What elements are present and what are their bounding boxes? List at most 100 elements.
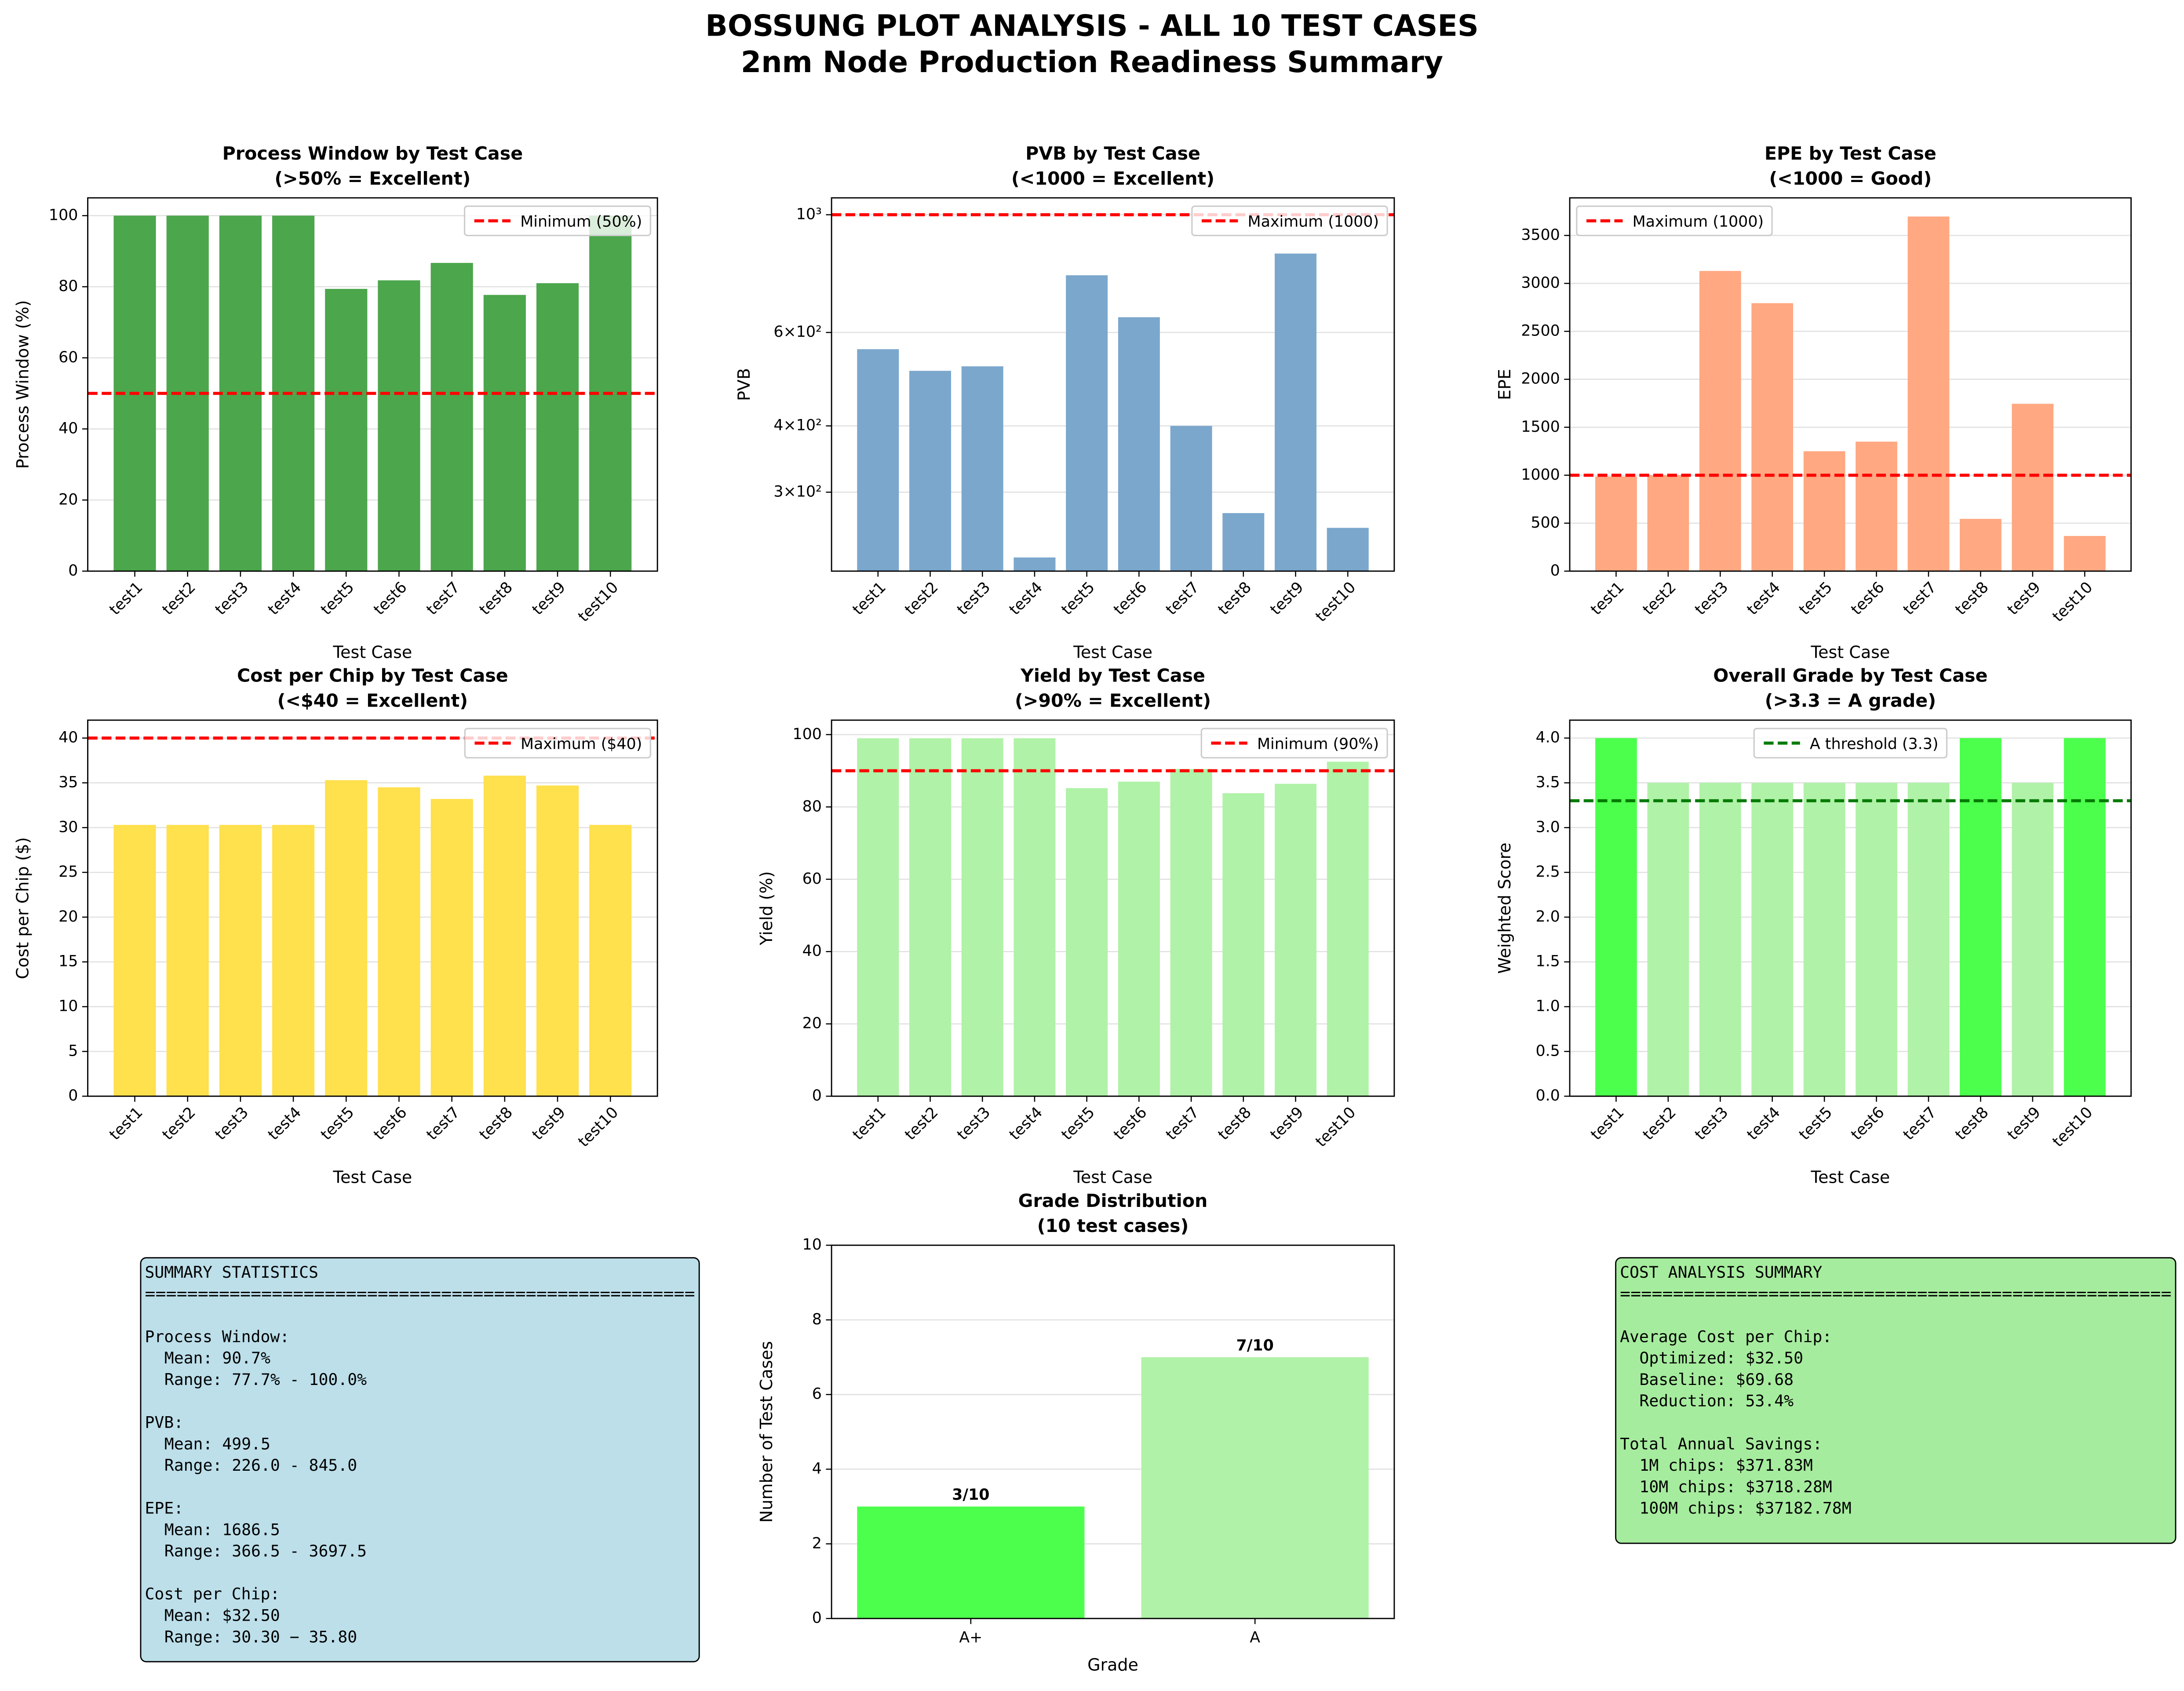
bar	[1647, 475, 1689, 571]
bar	[1066, 275, 1108, 571]
y-axis-label: Cost per Chip ($)	[13, 837, 32, 979]
bar	[1647, 783, 1689, 1097]
chart-subtitle: (<1000 = Excellent)	[1011, 168, 1214, 189]
y-tick-label: 3×10²	[773, 483, 822, 500]
bar	[1907, 783, 1950, 1097]
y-tick-label: 1.0	[1535, 998, 1560, 1015]
y-tick-label: 0	[1550, 562, 1560, 579]
x-axis-label: Test Case	[332, 1168, 412, 1187]
y-tick-label: 35	[58, 773, 78, 791]
bar	[2064, 536, 2106, 571]
y-tick-label: 10³	[796, 205, 822, 223]
panel-item: Optimized: $32.50	[1639, 1348, 1803, 1367]
bar	[430, 799, 473, 1097]
bar	[536, 785, 579, 1097]
y-axis-label: Yield (%)	[757, 871, 776, 945]
bar	[1141, 1357, 1369, 1619]
bar	[1275, 784, 1317, 1097]
bar	[1222, 793, 1265, 1097]
legend-label: Maximum (1000)	[1633, 213, 1764, 230]
panel-item: Reduction: 53.4%	[1639, 1392, 1794, 1410]
bar	[857, 738, 899, 1097]
y-tick-label: 0.5	[1535, 1042, 1560, 1060]
panel-title: COST ANALYSIS SUMMARY	[1620, 1263, 1822, 1282]
y-tick-label: 80	[58, 277, 78, 295]
y-tick-label: 100	[792, 725, 821, 743]
panel-rule: ========================================…	[145, 1284, 695, 1303]
bar	[1014, 738, 1056, 1097]
bar	[909, 738, 951, 1097]
bar	[1907, 216, 1950, 571]
y-tick-label: 6×10²	[773, 323, 822, 341]
y-tick-label: 20	[802, 1015, 822, 1032]
y-tick-label: 20	[58, 908, 78, 926]
legend-frame	[1576, 205, 1773, 237]
panel-item: Mean: 1686.5	[164, 1520, 280, 1539]
y-axis-label: Process Window (%)	[13, 300, 32, 469]
chart-title: EPE by Test Case	[1765, 143, 1936, 164]
x-axis-label: Grade	[1087, 1655, 1138, 1674]
y-tick-label: 3.0	[1535, 818, 1560, 836]
y-tick-label: 1.5	[1535, 953, 1560, 970]
figure-subtitle: 2nm Node Production Readiness Summary	[741, 45, 1443, 79]
panel-item: Mean: 499.5	[164, 1434, 270, 1453]
bar	[1118, 781, 1160, 1097]
y-tick-label: 60	[58, 349, 78, 366]
bar	[272, 215, 315, 571]
bar	[2064, 738, 2106, 1097]
legend: A threshold (3.3)	[1753, 728, 1948, 759]
y-tick-label: 6	[812, 1385, 822, 1403]
panel-heading: Process Window:	[145, 1327, 289, 1346]
bar	[1595, 476, 1637, 571]
bar	[1856, 783, 1897, 1097]
panel-heading: Average Cost per Chip:	[1620, 1327, 1832, 1346]
bar	[378, 787, 420, 1097]
legend: Minimum (50%)	[463, 205, 651, 237]
figure-title: BOSSUNG PLOT ANALYSIS - ALL 10 TEST CASE…	[705, 9, 1479, 43]
bar	[483, 295, 526, 571]
chart-subtitle: (>3.3 = A grade)	[1765, 690, 1936, 711]
chart-title: Yield by Test Case	[1020, 665, 1205, 686]
panel-box	[1615, 1257, 2177, 1544]
plot-frame	[1569, 197, 2132, 572]
legend-label: Minimum (90%)	[1257, 735, 1379, 753]
y-tick-label: 2	[812, 1534, 822, 1552]
bar	[166, 825, 209, 1097]
panel-heading: Cost per Chip:	[145, 1585, 280, 1604]
panel-item: Baseline: $69.68	[1639, 1370, 1794, 1389]
panel-rule: ========================================…	[1620, 1284, 2171, 1303]
x-axis-label: Test Case	[1073, 1168, 1152, 1187]
bar	[483, 776, 526, 1097]
panel-item: Range: 366.5 - 3697.5	[164, 1542, 367, 1560]
y-tick-label: 25	[58, 863, 78, 881]
y-tick-label: 4	[812, 1460, 822, 1478]
y-tick-label: 30	[58, 818, 78, 836]
bar	[536, 283, 579, 571]
bar	[378, 280, 420, 571]
chart-subtitle: (<$40 = Excellent)	[277, 690, 468, 711]
bar	[1222, 513, 1265, 571]
value-label: 7/10	[1236, 1337, 1273, 1354]
panel-item: 10M chips: $3718.28M	[1639, 1477, 1832, 1496]
chart-title: Overall Grade by Test Case	[1713, 665, 1987, 686]
value-label: 3/10	[952, 1486, 989, 1504]
legend: Maximum ($40)	[464, 728, 651, 759]
bar	[1699, 271, 1741, 571]
y-tick-label: 15	[58, 953, 78, 970]
bar	[219, 215, 262, 571]
x-axis-label: Test Case	[332, 642, 412, 662]
bar	[1751, 303, 1794, 571]
chart-title: Grade Distribution	[1018, 1190, 1208, 1211]
bar	[589, 825, 632, 1097]
legend-frame	[463, 205, 651, 237]
bar	[325, 780, 368, 1097]
panel-title: SUMMARY STATISTICS	[145, 1263, 318, 1282]
plot-frame	[1569, 719, 2132, 1097]
x-axis-label: Test Case	[1073, 642, 1152, 662]
bar	[1327, 762, 1369, 1097]
panel-item: 100M chips: $37182.78M	[1639, 1499, 1851, 1518]
legend-label: Maximum (1000)	[1248, 213, 1379, 230]
panel-item: Range: 226.0 - 845.0	[164, 1456, 357, 1475]
legend: Maximum (1000)	[1576, 205, 1773, 237]
